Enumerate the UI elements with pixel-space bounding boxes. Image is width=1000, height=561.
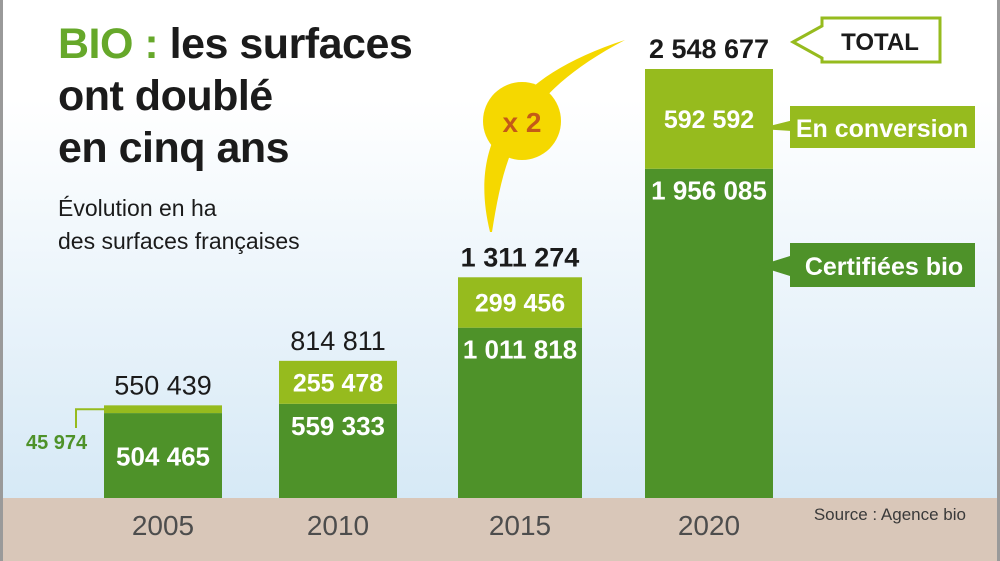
total-label: 2 548 677 bbox=[649, 34, 769, 64]
bar-conversion-2010 bbox=[279, 360, 397, 404]
total-label: 814 811 bbox=[290, 326, 386, 356]
total-callout-box bbox=[789, 16, 942, 64]
bar-conversion-2015 bbox=[458, 277, 582, 328]
legend-certified-tag bbox=[758, 243, 975, 287]
source-note: Source : Agence bio bbox=[813, 505, 966, 524]
title-line-1: les surfaces bbox=[169, 20, 413, 68]
conversion-leader-line bbox=[75, 408, 106, 428]
ground-band bbox=[0, 498, 1000, 561]
conversion-value-label: 299 456 bbox=[475, 289, 565, 317]
total-label: 1 311 274 bbox=[461, 242, 580, 272]
frame-border-left bbox=[0, 0, 3, 561]
x-tick-label: 2015 bbox=[489, 510, 551, 541]
certified-value-label: 504 465 bbox=[116, 442, 210, 472]
legend-conversion-label: En conversion bbox=[796, 115, 968, 143]
x-tick-label: 2020 bbox=[678, 510, 740, 541]
chart-title: BIO : les surfaces ont doublé en cinq an… bbox=[58, 18, 413, 174]
bar-conversion-2020 bbox=[645, 69, 773, 169]
title-line-3: en cinq ans bbox=[58, 124, 290, 172]
title-accent: BIO : bbox=[58, 20, 159, 68]
certified-value-label: 1 956 085 bbox=[651, 176, 767, 206]
conversion-value-label-2005: 45 974 bbox=[26, 432, 88, 454]
title-line-2: ont doublé bbox=[58, 72, 273, 120]
legend-certified-label: Certifiées bio bbox=[805, 253, 963, 281]
bar-certified-2010 bbox=[279, 403, 397, 498]
multiplier-label: x 2 bbox=[503, 107, 542, 138]
frame-border-right bbox=[997, 0, 1000, 561]
bar-certified-2005 bbox=[104, 413, 222, 498]
conversion-value-label: 592 592 bbox=[664, 106, 754, 134]
bar-certified-2015 bbox=[458, 327, 582, 498]
total-label: 550 439 bbox=[114, 370, 212, 400]
conversion-value-label: 255 478 bbox=[293, 369, 383, 397]
bar-conversion-2005 bbox=[104, 405, 222, 414]
certified-value-label: 559 333 bbox=[291, 411, 385, 441]
x-tick-label: 2010 bbox=[307, 510, 369, 541]
legend-conversion-tag bbox=[758, 106, 975, 148]
certified-value-label: 1 011 818 bbox=[463, 335, 577, 365]
subtitle-line-2: des surfaces françaises bbox=[58, 228, 300, 254]
subtitle-line-1: Évolution en ha bbox=[58, 195, 217, 221]
multiplier-bubble bbox=[483, 82, 561, 160]
bar-certified-2020 bbox=[645, 168, 773, 498]
total-callout-label: TOTAL bbox=[841, 29, 919, 56]
x-tick-label: 2005 bbox=[132, 510, 194, 541]
chart-subtitle: Évolution en ha des surfaces françaises bbox=[58, 192, 358, 258]
